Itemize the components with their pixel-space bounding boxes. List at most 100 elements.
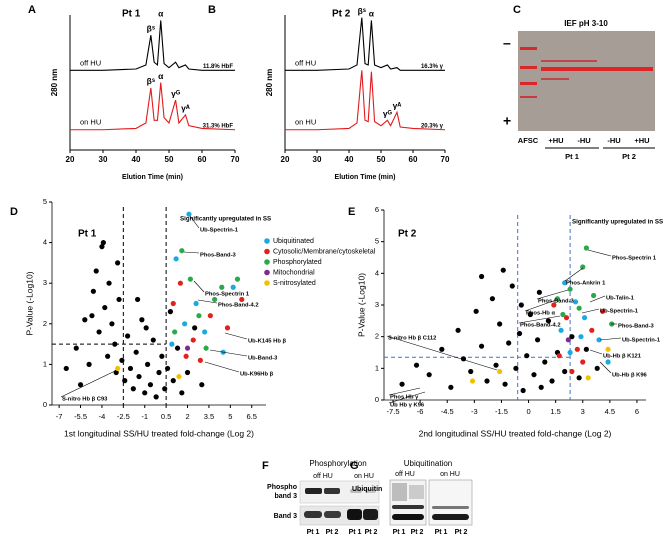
band (392, 514, 424, 520)
point (585, 375, 591, 381)
y-tick-label: 6 (375, 205, 379, 214)
annotation: Ub-Spectrin-1 (200, 228, 239, 234)
y-tick-label: 5 (375, 237, 379, 246)
y-axis-label: P-Value (-Log10) (24, 271, 34, 335)
point (563, 315, 570, 321)
point (556, 353, 562, 359)
point (576, 305, 582, 311)
point (135, 296, 141, 303)
annotation-arrow (386, 335, 498, 371)
point (536, 289, 542, 295)
point (82, 317, 88, 323)
annotation: Ub-Spectrin-1 (622, 338, 661, 344)
band (520, 96, 537, 98)
point (426, 372, 432, 378)
point (567, 349, 573, 356)
smear (409, 485, 424, 499)
annotation: Ub-Hb β K121 (603, 354, 642, 360)
band (520, 66, 537, 69)
point (572, 299, 579, 305)
point (115, 365, 121, 372)
band (305, 488, 322, 494)
x-axis-label: Elution Time (min) (122, 174, 183, 181)
annotation-arrow (388, 387, 421, 396)
point (567, 286, 573, 292)
x-tick-label: 6.5 (247, 412, 257, 421)
panel-letter: E (348, 206, 355, 218)
blot-ylabel: Ubiquitin (352, 486, 382, 493)
point (173, 256, 179, 262)
x-tick-label: -7 (56, 412, 63, 421)
point (502, 381, 508, 387)
point (473, 308, 479, 314)
x-tick-label: 5 (228, 412, 232, 421)
lane-label: Pt 1 (435, 529, 448, 536)
lane-label: -HU (607, 136, 620, 145)
annotation-arrow (587, 249, 612, 257)
annotation: Phos-Band-4.2 (520, 323, 561, 329)
band (347, 509, 362, 520)
x-tick-label: -6 (417, 407, 424, 416)
point (100, 240, 106, 246)
x-tick-label: -7.5 (387, 407, 400, 416)
point (565, 337, 571, 343)
point (136, 373, 142, 380)
annotation: Ub-Hb β K96 (612, 373, 648, 379)
point (184, 369, 191, 376)
lane-label: AFSC (518, 136, 539, 145)
panel-letter: G (350, 460, 359, 472)
band (365, 489, 376, 493)
annotation-arrow (209, 349, 248, 357)
annotation-arrow (193, 280, 205, 293)
lane-label: Pt 2 (455, 529, 468, 536)
point (576, 375, 582, 381)
peak-label: γᴳ (171, 88, 181, 98)
point (509, 283, 515, 289)
point (605, 346, 611, 352)
lane-label: Pt 1 (393, 529, 406, 536)
point (170, 378, 176, 384)
point (153, 394, 159, 400)
annotation: Ub Hb γ K96 (390, 403, 425, 409)
point (164, 365, 171, 372)
band (432, 514, 469, 520)
point (172, 329, 178, 335)
trace-name: on HU (80, 118, 101, 127)
point (562, 368, 568, 375)
condition: off HU (395, 471, 415, 478)
annotation-arrow (197, 299, 218, 304)
legend-label: S-nitrosylated (273, 280, 316, 287)
annotation-arrow (224, 332, 248, 340)
peak-label: α (158, 9, 164, 19)
panel-letter: C (513, 4, 521, 16)
point (125, 333, 131, 339)
point (147, 382, 154, 388)
point (542, 359, 548, 365)
band (520, 82, 537, 85)
x-tick-label: 70 (441, 155, 450, 164)
annotation: Phos-Band-4.2 (218, 303, 259, 309)
y-tick-label: 0 (43, 400, 47, 409)
point (469, 378, 476, 384)
point (86, 361, 92, 367)
point (130, 386, 136, 392)
band (363, 509, 378, 520)
point (182, 321, 188, 327)
annotation: Phos-Band-3 (538, 299, 575, 305)
legend-label: Ubiquitinated (273, 238, 314, 245)
trace (285, 70, 446, 131)
blot-f: F Phosphorylation off HU on HU Phospho b… (262, 459, 380, 536)
trace-name: off HU (80, 58, 101, 67)
annotation-arrow (589, 295, 606, 303)
point (192, 325, 198, 331)
y-tick-label: 1 (43, 359, 47, 368)
point (506, 340, 512, 346)
annotation-arrow (183, 251, 200, 254)
chart-title: Pt 1 (122, 9, 141, 20)
trace-name: on HU (295, 118, 316, 127)
x-tick-label: 50 (377, 155, 386, 164)
band (541, 60, 597, 62)
legend-swatch (264, 280, 270, 286)
row-label: band 3 (274, 493, 297, 500)
point (513, 365, 519, 371)
